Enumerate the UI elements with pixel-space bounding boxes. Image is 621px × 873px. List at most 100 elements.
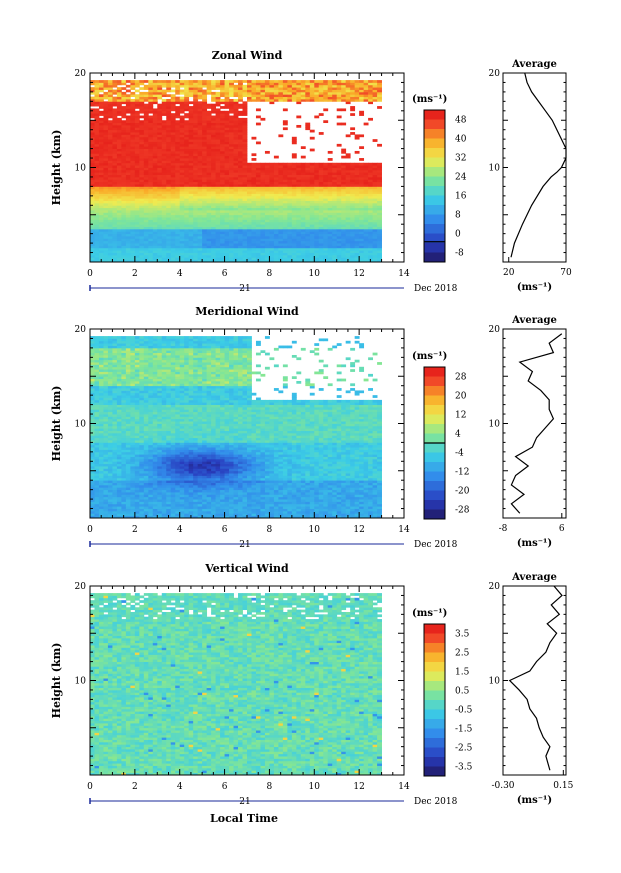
heatmap-cell — [229, 80, 234, 83]
heatmap-cell — [296, 124, 302, 128]
heatmap-cell — [170, 98, 176, 102]
heatmap-cell — [121, 98, 127, 102]
heatmap-cell — [103, 454, 109, 457]
heatmap-cell — [170, 113, 176, 116]
heatmap-cell — [305, 252, 311, 256]
heatmap-cell — [175, 139, 181, 142]
heatmap-cell — [103, 383, 109, 387]
heatmap-cell — [224, 195, 230, 199]
heatmap-cell — [229, 252, 234, 256]
heatmap-cell — [139, 115, 145, 119]
heatmap-cell — [179, 193, 185, 197]
heatmap-cell — [291, 179, 297, 183]
heatmap-cell — [332, 179, 338, 183]
heatmap-cell — [242, 243, 248, 246]
heatmap-cell — [103, 80, 109, 83]
heatmap-cell — [94, 510, 100, 514]
heatmap-cell — [157, 228, 163, 232]
heatmap-cell — [224, 134, 230, 138]
heatmap-cell — [336, 202, 342, 206]
heatmap-cell — [233, 167, 239, 171]
heatmap-cell — [98, 347, 104, 351]
heatmap-cell — [103, 354, 109, 358]
heatmap-cell — [125, 228, 131, 232]
heatmap-cell — [238, 193, 243, 197]
heatmap-cell — [94, 238, 100, 242]
heatmap-cell — [309, 224, 315, 227]
heatmap-cell — [175, 110, 181, 114]
heatmap-cell — [336, 108, 342, 112]
heatmap-cell — [161, 212, 167, 216]
heatmap-cell — [229, 87, 234, 90]
heatmap-cell — [233, 212, 239, 216]
heatmap-cell — [345, 80, 351, 83]
heatmap-cell — [327, 236, 333, 239]
heatmap-cell — [148, 200, 154, 204]
heatmap-cell — [309, 250, 315, 253]
heatmap-cell — [314, 165, 320, 168]
heatmap-cell — [161, 195, 167, 199]
heatmap-cell — [300, 181, 306, 185]
heatmap-cell — [305, 186, 311, 190]
heatmap-cell — [233, 169, 239, 173]
heatmap-cell — [166, 172, 172, 175]
heatmap-cell — [318, 167, 324, 171]
heatmap-cell — [273, 233, 279, 237]
heatmap-cell — [305, 200, 311, 204]
heatmap-cell — [94, 160, 100, 164]
heatmap-cell — [287, 243, 293, 246]
heatmap-cell — [354, 226, 360, 230]
heatmap-cell — [255, 231, 261, 235]
heatmap-cell — [130, 184, 136, 187]
heatmap-cell — [260, 212, 266, 216]
heatmap-cell — [233, 205, 239, 209]
heatmap-cell — [197, 188, 203, 192]
heatmap-cell — [90, 236, 95, 239]
heatmap-cell — [305, 181, 311, 185]
heatmap-cell — [215, 94, 221, 98]
heatmap-cell — [332, 80, 338, 83]
heatmap-cell — [215, 132, 221, 135]
heatmap-cell — [143, 162, 149, 166]
heatmap-cell — [327, 162, 333, 166]
heatmap-cell — [220, 186, 225, 190]
heatmap-cell — [332, 226, 338, 230]
heatmap-cell — [130, 160, 136, 164]
heatmap-cell — [345, 134, 351, 138]
heatmap-cell — [112, 84, 118, 88]
heatmap-cell — [116, 406, 122, 410]
heatmap-cell — [220, 228, 225, 232]
heatmap-cell — [278, 250, 284, 253]
heatmap-cell — [179, 176, 185, 180]
heatmap-cell — [107, 508, 113, 512]
heatmap-cell — [170, 198, 176, 201]
heatmap-cell — [336, 84, 342, 88]
heatmap-cell — [251, 252, 257, 256]
heatmap-cell — [269, 94, 275, 98]
heatmap-cell — [197, 195, 203, 199]
heatmap-cell — [94, 406, 100, 410]
heatmap-cell — [193, 143, 199, 147]
colorbar-swatch — [424, 148, 445, 158]
heatmap-cell — [121, 475, 127, 479]
heatmap-cell — [148, 169, 154, 173]
heatmap-cell — [107, 501, 113, 505]
heatmap-cell — [90, 103, 95, 107]
heatmap-cell — [121, 257, 127, 261]
heatmap-cell — [215, 198, 221, 201]
heatmap-cell — [94, 432, 100, 436]
heatmap-cell — [94, 482, 100, 486]
heatmap-cell — [157, 245, 163, 249]
heatmap-cell — [103, 338, 109, 342]
heatmap-cell — [184, 184, 190, 187]
heatmap-cell — [264, 247, 270, 251]
heatmap-cell — [318, 226, 324, 230]
heatmap-cell — [269, 89, 275, 93]
heatmap-cell — [287, 250, 293, 253]
heatmap-cell — [107, 158, 113, 161]
heatmap-cell — [90, 444, 95, 448]
heatmap-cell — [368, 238, 373, 242]
heatmap-cell — [229, 84, 234, 88]
heatmap-cell — [134, 238, 140, 242]
heatmap-cell — [242, 231, 248, 235]
